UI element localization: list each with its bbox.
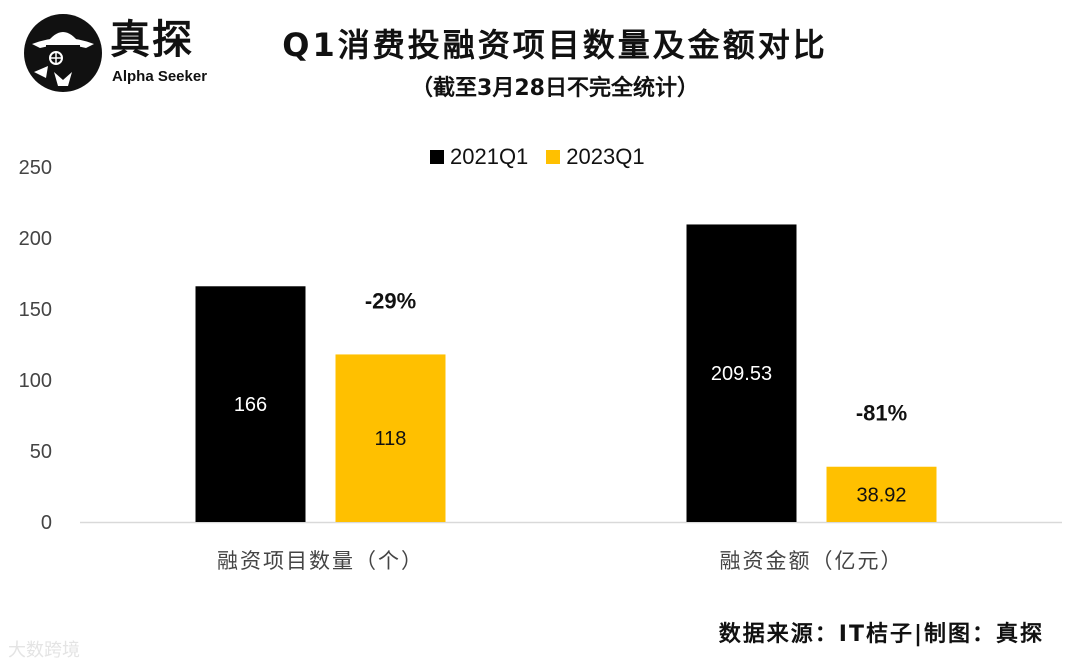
bar-2021Q1-0: [195, 286, 306, 522]
chart-title: Q1消费投融资项目数量及金额对比: [282, 26, 828, 64]
bar-2021Q1-1: [686, 224, 797, 522]
y-tick-label: 0: [41, 512, 52, 534]
source-note: 数据来源：IT桔子|制图：真探: [718, 622, 1044, 647]
y-tick-label: 200: [19, 228, 52, 250]
y-tick-label: 100: [19, 370, 52, 392]
detective-logo-icon: [24, 14, 102, 92]
legend-item-2021: 2021Q1: [430, 144, 528, 170]
bar-2023Q1-0: [335, 354, 446, 522]
y-tick-label: 150: [19, 299, 52, 321]
legend-label-2021: 2021Q1: [450, 144, 529, 169]
legend-swatch-2023: [546, 150, 561, 164]
bar-value-label: 209.53: [711, 363, 772, 385]
legend-label-2023: 2023Q1: [566, 144, 645, 169]
bar-value-label: 118: [375, 428, 407, 450]
brand-name-cn: 真探: [110, 17, 194, 63]
watermark: 大数跨境: [8, 640, 80, 661]
change-label: -81%: [856, 401, 907, 426]
y-tick-label: 250: [19, 157, 52, 179]
legend-swatch-2021: [430, 150, 444, 164]
brand-name-en: Alpha Seeker: [112, 68, 208, 85]
legend-item-2023: 2023Q1: [546, 144, 645, 170]
brand-logo: 真探 Alpha Seeker: [24, 14, 224, 94]
y-tick-label: 50: [30, 441, 52, 463]
chart-subtitle: （截至3月28日不完全统计）: [411, 76, 699, 101]
bar-2023Q1-1: [826, 466, 937, 522]
change-label: -29%: [365, 288, 416, 313]
x-category-label: 融资项目数量（个）: [217, 549, 424, 573]
bar-value-label: 166: [234, 394, 267, 416]
x-category-label: 融资金额（亿元）: [720, 549, 904, 573]
bar-value-label: 38.92: [856, 484, 906, 506]
chart-legend: 2021Q1 2023Q1: [430, 143, 645, 171]
